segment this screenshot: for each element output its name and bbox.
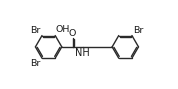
Text: OH: OH (56, 25, 70, 34)
Text: Br: Br (30, 59, 40, 68)
Text: O: O (69, 29, 76, 38)
Text: NH: NH (75, 48, 90, 58)
Text: Br: Br (133, 26, 143, 35)
Text: Br: Br (30, 26, 40, 35)
